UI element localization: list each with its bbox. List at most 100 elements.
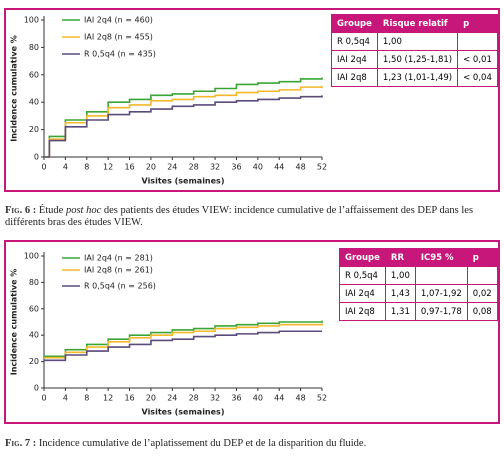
table-header-cell: Groupe [339,248,386,267]
caption-label: Fig. 6 : [5,205,37,216]
table-header-cell: IC95 % [414,248,468,267]
table-cell: IAI 2q8 [339,302,386,321]
x-tick-label: 52 [317,163,327,172]
x-tick-label: 36 [231,394,241,403]
x-tick-label: 4 [63,394,68,403]
x-tick-label: 44 [274,394,284,403]
table-cell [457,32,498,51]
table-cell: IAI 2q4 [331,50,378,69]
x-tick-label: 8 [84,163,89,172]
table: Groupe RR IC95 % p R 0,5q4 1,00 IAI 2q4 1,43 1,0… [339,248,498,321]
table-header-cell: Groupe [331,14,378,33]
x-tick-label: 24 [167,163,177,172]
legend-label: IAI 2q4 (n = 460) [84,16,153,25]
x-tick-label: 36 [231,163,241,172]
legend-label: R 0,5q4 (n = 256) [84,282,156,291]
table-cell: 1,00 [384,266,416,285]
table-header-cell: Risque relatif [376,14,459,33]
series-line [44,85,323,158]
table-cell [414,266,468,285]
y-tick-label: 0 [34,153,39,162]
table-cell: 1,07-1,92 [414,284,468,303]
caption-label: Fig. 7 : [5,438,37,449]
caption: Fig. 6 : Étude post hoc des patients des… [5,205,499,229]
table-row: IAI 2q8 1,31 0,97-1,78 0,08 [339,302,498,321]
x-tick-label: 0 [41,163,46,172]
x-tick-label: 20 [146,394,156,403]
table-row: IAI 2q8 1,23 (1,01-1,49) < 0,04 [331,68,498,87]
y-axis-title: Incidence cumulative % [10,269,19,376]
table-row: IAI 2q4 1,43 1,07-1,92 0,02 [339,284,498,303]
table-cell: < 0,04 [457,68,498,87]
x-tick-label: 52 [317,394,327,403]
y-tick-label: 100 [24,252,39,261]
table-cell: R 0,5q4 [331,32,378,51]
table-row: R 0,5q4 1,00 [331,32,498,51]
series-line [44,323,323,359]
x-tick-label: 16 [124,394,134,403]
table-cell: 1,43 [384,284,416,303]
table-cell: 1,00 [376,32,459,51]
figure-panel [4,240,500,424]
table-cell: 0,97-1,78 [414,302,468,321]
x-tick-label: 40 [253,163,263,172]
y-tick-label: 60 [29,70,39,79]
x-tick-label: 12 [103,163,113,172]
x-tick-label: 24 [167,394,177,403]
y-tick-label: 60 [29,304,39,313]
y-tick-label: 80 [29,278,39,287]
caption-text: des patients des études VIEW: incidence … [5,205,474,228]
table-cell: 1,50 (1,25-1,81) [376,50,459,69]
x-axis-title: Visites (semaines) [142,177,225,186]
legend-label: R 0,5q4 (n = 435) [84,50,156,59]
series-line [44,77,323,158]
table-cell: IAI 2q4 [339,284,386,303]
table-cell: IAI 2q8 [331,68,378,87]
x-tick-label: 32 [210,163,220,172]
x-tick-label: 4 [63,163,68,172]
legend-label: IAI 2q8 (n = 455) [84,33,153,42]
table-header-row: Groupe RR IC95 % p [339,248,498,267]
x-tick-label: 8 [84,394,89,403]
x-tick-label: 28 [189,163,199,172]
x-tick-label: 48 [296,394,306,403]
x-tick-label: 32 [210,394,220,403]
series-line [44,95,323,158]
table-cell: 1,23 (1,01-1,49) [376,68,459,87]
figure-panel [4,8,500,192]
x-tick-label: 44 [274,163,284,172]
series-line [44,330,322,362]
y-axis-title: Incidence cumulative % [10,35,19,142]
caption: Fig. 7 : Incidence cumulative de l’aplat… [5,438,499,450]
y-tick-label: 40 [29,98,39,107]
x-tick-label: 0 [41,394,46,403]
table-cell [466,266,498,285]
x-tick-label: 12 [103,394,113,403]
caption-text: Étude [38,205,64,216]
y-tick-label: 20 [29,125,39,134]
series-line [44,320,323,358]
x-tick-label: 40 [253,394,263,403]
x-tick-label: 48 [296,163,306,172]
x-axis-title: Visites (semaines) [142,408,225,417]
caption-italic: post hoc [65,205,102,216]
table-cell: R 0,5q4 [339,266,386,285]
table-header-row: Groupe Risque relatif p [331,14,498,33]
y-tick-label: 0 [34,384,39,393]
table-row: IAI 2q4 1,50 (1,25-1,81) < 0,01 [331,50,498,69]
x-tick-label: 16 [124,163,134,172]
y-tick-label: 40 [29,331,39,340]
y-tick-label: 100 [24,16,39,25]
table-header-cell: p [466,248,498,267]
legend-label: IAI 2q8 (n = 261) [84,266,153,275]
table-cell: < 0,01 [457,50,498,69]
table: Groupe Risque relatif p R 0,5q4 1,00 IAI 2q4 1… [331,14,498,87]
x-tick-label: 28 [189,394,199,403]
table-cell: 0,02 [466,284,498,303]
x-tick-label: 20 [146,163,156,172]
legend-label: IAI 2q4 (n = 281) [84,254,153,263]
table-cell: 0,08 [466,302,498,321]
